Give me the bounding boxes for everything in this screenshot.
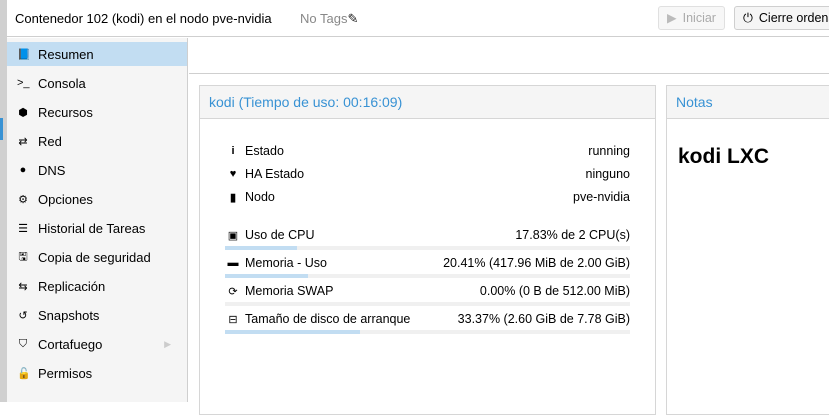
left-strip	[0, 0, 7, 402]
sidebar-item-label: Historial de Tareas	[38, 220, 146, 236]
info-row: ▮ Nodo pve-nvidia	[227, 190, 630, 204]
sidebar-item-label: DNS	[38, 162, 66, 178]
usage-progress-bar	[225, 330, 630, 334]
book-icon: 📘	[17, 48, 31, 61]
notes-title: Notas	[667, 86, 829, 119]
usage-row: ⟳ Memoria SWAP 0.00% (0 B de 512.00 MiB)	[227, 284, 630, 298]
toolbar	[189, 38, 829, 74]
usage-label: Memoria - Uso	[245, 256, 327, 270]
server-icon: ▮	[229, 191, 237, 204]
sidebar-item-consola[interactable]: >_ Consola	[7, 71, 187, 95]
play-icon: ▶	[667, 11, 677, 25]
usage-row: ⊟ Tamaño de disco de arranque 33.37% (2.60…	[227, 312, 630, 326]
retweet-icon: ⇆	[18, 280, 28, 293]
sidebar-item-copia-de-seguridad[interactable]: 🖫 Copia de seguridad	[7, 245, 187, 269]
sidebar-item-resumen[interactable]: 📘 Resumen	[7, 42, 187, 66]
info-row: ♥ HA Estado ninguno	[227, 167, 630, 181]
info-icon: i	[231, 145, 235, 157]
usage-label: Tamaño de disco de arranque	[245, 312, 411, 326]
sidebar-item-cortafuego[interactable]: ⛉ Cortafuego ▶	[7, 332, 187, 356]
exchange-icon: ⇄	[18, 135, 28, 148]
usage-progress-fill	[225, 274, 308, 278]
hdd-icon: ⊟	[228, 313, 238, 326]
usage-progress-bar	[225, 274, 630, 278]
sidebar: 📘 Resumen >_ Consola ⬢ Recursos ⇄ Red ● DNS ⚙ Opcio…	[7, 38, 188, 402]
sidebar-item-label: Cortafuego	[38, 336, 103, 352]
refresh-icon: ⟳	[228, 285, 238, 298]
notes-panel: Notas kodi LXC	[666, 85, 829, 415]
usage-value: 20.41% (417.96 MiB de 2.00 GiB)	[443, 256, 630, 270]
info-label: Estado	[245, 144, 284, 158]
usage-row: ▣ Uso de CPU 17.83% de 2 CPU(s)	[227, 228, 630, 242]
heartbeat-icon: ♥	[229, 168, 237, 180]
floppy-icon: 🖫	[18, 250, 28, 263]
start-button[interactable]: ▶ Iniciar	[658, 6, 725, 30]
info-value: pve-nvidia	[573, 190, 630, 204]
cube-icon: ⬢	[18, 106, 28, 119]
usage-progress-bar	[225, 246, 630, 250]
info-label: Nodo	[245, 190, 275, 204]
sidebar-item-label: Red	[38, 133, 62, 149]
sidebar-item-label: Opciones	[38, 191, 93, 207]
header: Contenedor 102 (kodi) en el nodo pve-nvi…	[7, 0, 829, 37]
usage-value: 0.00% (0 B de 512.00 MiB)	[479, 284, 630, 298]
sidebar-item-red[interactable]: ⇄ Red	[7, 129, 187, 153]
unlock-icon: 🔓	[17, 367, 31, 380]
shutdown-label: Cierre ordena	[758, 11, 829, 25]
sidebar-item-opciones[interactable]: ⚙ Opciones	[7, 187, 187, 211]
sidebar-item-replicaci-n[interactable]: ⇆ Replicación	[7, 274, 187, 298]
info-value: ninguno	[585, 167, 631, 181]
info-row: i Estado running	[227, 144, 630, 158]
info-label: HA Estado	[245, 167, 305, 181]
sidebar-item-historial-de-tareas[interactable]: ☰ Historial de Tareas	[7, 216, 187, 240]
list-icon: ☰	[18, 222, 28, 235]
sidebar-item-permisos[interactable]: 🔓 Permisos	[7, 361, 187, 385]
tags-label: No Tags	[300, 11, 348, 26]
notes-content[interactable]: kodi LXC	[678, 145, 770, 168]
shield-icon: ⛉	[18, 337, 28, 350]
start-label: Iniciar	[682, 11, 716, 25]
usage-progress-fill	[225, 246, 298, 250]
usage-value: 33.37% (2.60 GiB de 7.78 GiB)	[457, 312, 630, 326]
power-icon: ⏻	[743, 11, 753, 25]
sidebar-item-label: Resumen	[38, 46, 94, 62]
gear-icon: ⚙	[18, 193, 28, 206]
sidebar-item-label: Recursos	[38, 104, 93, 120]
page-title: Contenedor 102 (kodi) en el nodo pve-nvi…	[15, 11, 272, 26]
memory-icon: ▬	[227, 257, 239, 269]
expand-arrow-icon[interactable]: ▶	[164, 338, 171, 349]
usage-row: ▬ Memoria - Uso 20.41% (417.96 MiB de 2.00…	[227, 256, 631, 270]
sidebar-item-label: Snapshots	[38, 307, 100, 323]
cpu-icon: ▣	[227, 229, 239, 242]
status-panel-title: kodi (Tiempo de uso: 00:16:09)	[200, 86, 655, 119]
sidebar-item-label: Consola	[38, 75, 86, 91]
status-panel: kodi (Tiempo de uso: 00:16:09) i Estado ru…	[199, 85, 656, 415]
sidebar-item-recursos[interactable]: ⬢ Recursos	[7, 100, 187, 124]
history-icon: ↺	[18, 309, 28, 322]
sidebar-item-label: Permisos	[38, 365, 93, 381]
info-value: running	[588, 144, 630, 158]
globe-icon: ●	[19, 164, 27, 176]
shutdown-button[interactable]: ⏻ Cierre ordena	[734, 6, 829, 30]
sidebar-item-dns[interactable]: ● DNS	[7, 158, 187, 182]
sidebar-item-label: Replicación	[38, 278, 106, 294]
usage-progress-bar	[225, 302, 630, 306]
pencil-icon[interactable]: ✎	[347, 11, 359, 26]
sidebar-item-label: Copia de seguridad	[38, 249, 151, 265]
tags[interactable]: No Tags✎	[300, 11, 358, 27]
usage-label: Memoria SWAP	[245, 284, 334, 298]
terminal-icon: >_	[17, 77, 30, 89]
usage-progress-fill	[225, 330, 361, 334]
sidebar-item-snapshots[interactable]: ↺ Snapshots	[7, 303, 187, 327]
usage-label: Uso de CPU	[245, 228, 315, 242]
usage-value: 17.83% de 2 CPU(s)	[515, 228, 630, 242]
